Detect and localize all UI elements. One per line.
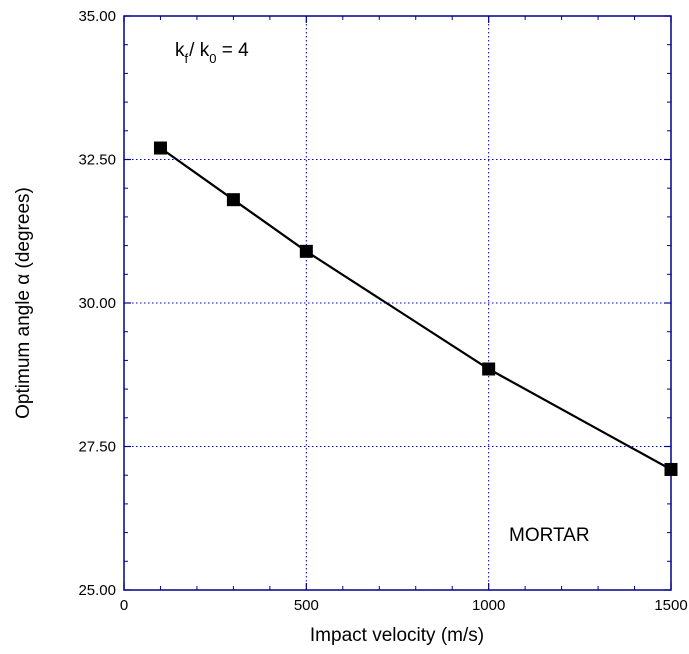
ratio-k1: k xyxy=(175,40,185,61)
data-point-marker xyxy=(664,462,678,476)
series-layer xyxy=(153,141,678,476)
y-tick-label: 32.50 xyxy=(78,152,116,169)
data-point-marker xyxy=(299,244,313,258)
ratio-annotation: kf/ k0 = 4 xyxy=(175,40,249,66)
material-annotation: MORTAR xyxy=(509,525,590,546)
ratio-sub2: 0 xyxy=(209,51,216,66)
x-tick-label: 1000 xyxy=(472,597,505,614)
ratio-slash: / xyxy=(189,40,200,61)
x-axis-label: Impact velocity (m/s) xyxy=(310,625,484,646)
y-tick-label: 35.00 xyxy=(78,8,116,25)
ratio-sub1: f xyxy=(185,51,189,66)
axis-ticks: 25.00 27.50 30.00 32.50 35.00 0 500 1000 1500 xyxy=(78,8,687,614)
x-tick-label: 500 xyxy=(294,597,319,614)
y-tick-label: 27.50 xyxy=(78,439,116,456)
ratio-eq: = 4 xyxy=(216,40,249,61)
y-axis-label: Optimum angle α (degrees) xyxy=(13,187,34,419)
grid-lines xyxy=(124,16,671,590)
data-point-marker xyxy=(482,362,496,376)
data-point-marker xyxy=(226,193,240,207)
ratio-k2: k xyxy=(200,40,210,61)
y-tick-label: 25.00 xyxy=(78,582,116,599)
x-tick-label: 1500 xyxy=(654,597,687,614)
y-tick-label: 30.00 xyxy=(78,295,116,312)
data-point-marker xyxy=(153,141,167,155)
x-tick-label: 0 xyxy=(120,597,128,614)
